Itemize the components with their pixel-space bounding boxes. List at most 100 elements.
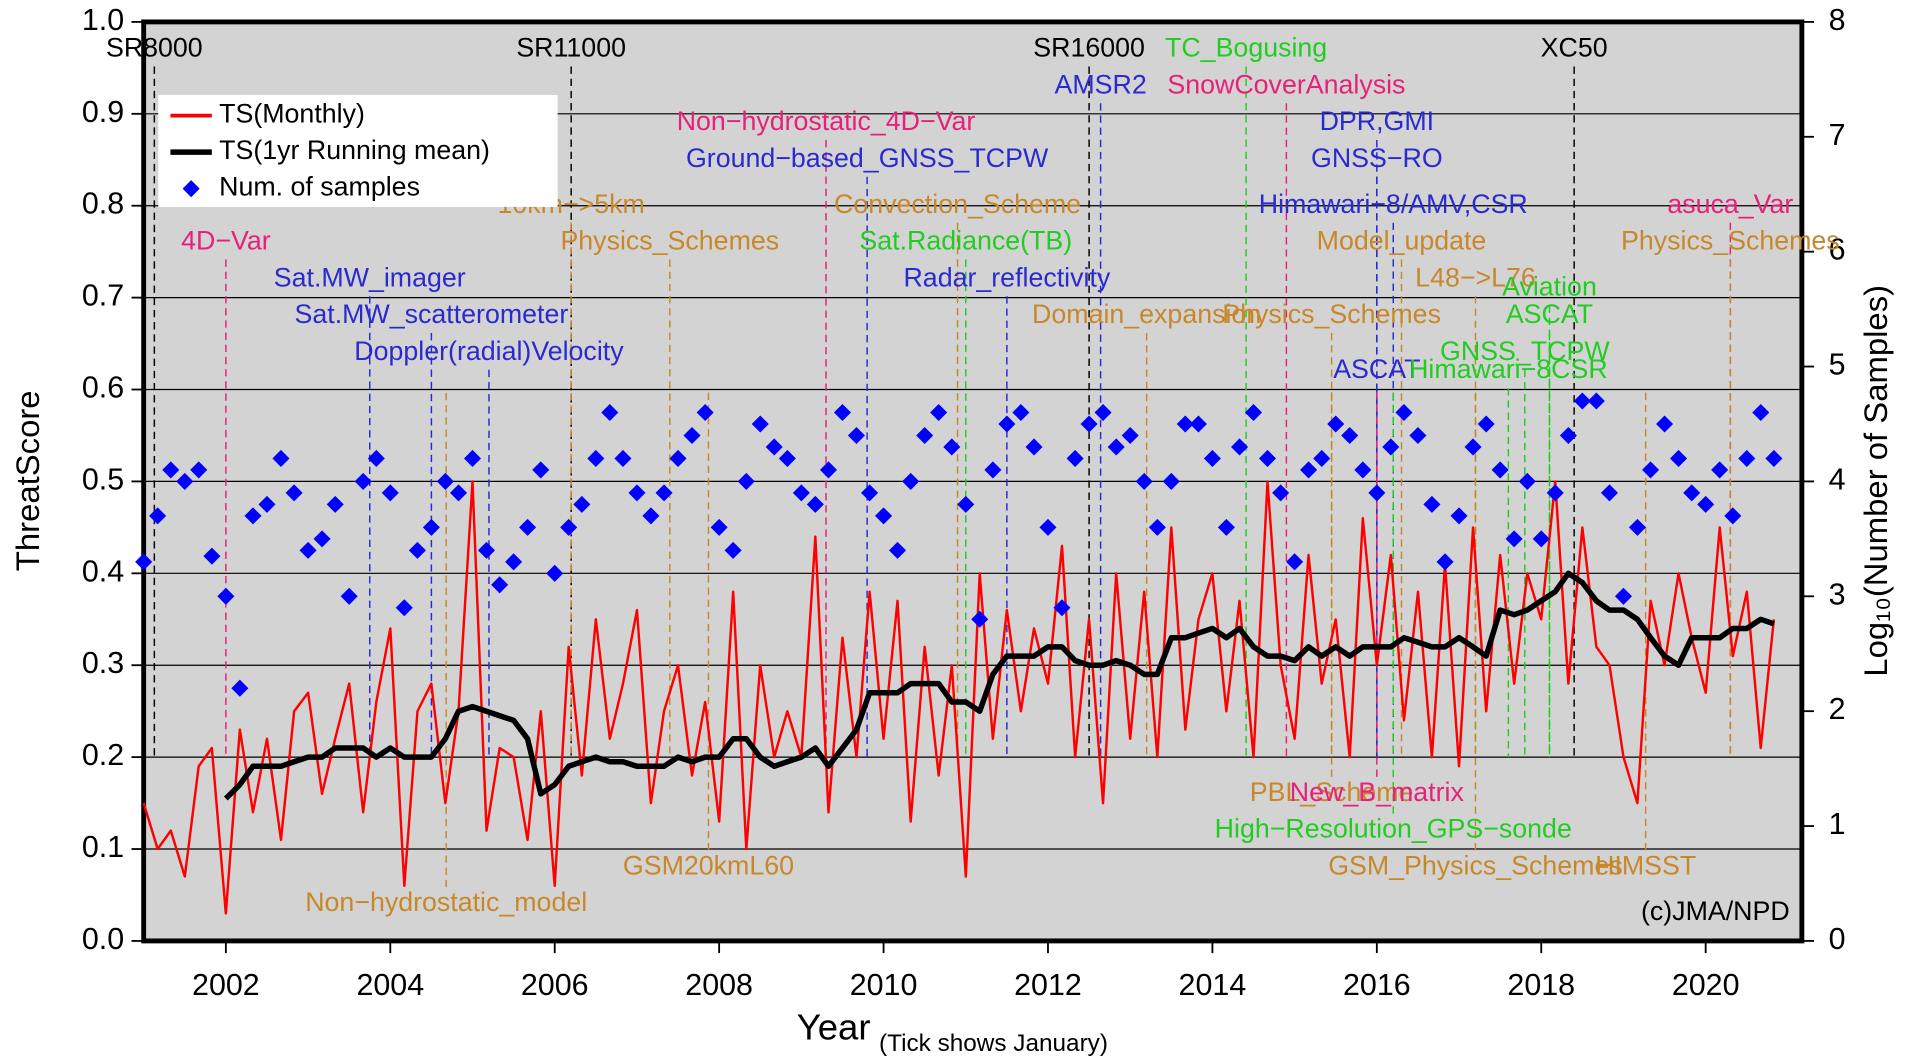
sample-marker (326, 495, 344, 513)
legend-box (158, 94, 558, 207)
sample-marker (847, 426, 865, 444)
y-axis-label: ThreatScore (9, 390, 46, 571)
annotation-label: HIMSST (1595, 850, 1696, 880)
annotation-label: High−Resolution_GPS−sonde (1215, 814, 1572, 844)
legend-label: TS(1yr Running mean) (219, 135, 490, 165)
sample-marker (806, 495, 824, 513)
annotation-label: Doppler(radial)Velocity (354, 336, 624, 366)
annotation-label: AMSR2 (1054, 69, 1146, 99)
sample-marker (1477, 415, 1495, 433)
sample-marker (943, 438, 961, 456)
sample-marker (408, 541, 426, 559)
annotation-label: ASCAT (1506, 299, 1593, 329)
series-line (223, 570, 1775, 801)
sample-marker (601, 403, 619, 422)
sample-marker (971, 610, 989, 628)
sample-marker (984, 461, 1002, 479)
x-axis-note: (Tick shows January) (879, 1030, 1108, 1057)
sample-marker (1272, 484, 1290, 502)
annotation-label: Convection_Scheme (834, 189, 1081, 219)
sample-marker (367, 449, 385, 467)
sample-marker (1135, 472, 1153, 490)
annotation-label: SR16000 (1033, 33, 1145, 63)
legend-label: TS(Monthly) (219, 99, 365, 129)
sample-marker (1559, 426, 1577, 444)
sample-marker (642, 507, 660, 525)
annotation-label: 4D−Var (181, 226, 271, 256)
sample-marker (778, 449, 796, 467)
x-tick-label: 2012 (1014, 968, 1082, 1002)
sample-marker (340, 587, 358, 605)
sample-marker (299, 541, 317, 559)
sample-marker (381, 484, 399, 502)
sample-marker (1628, 518, 1646, 536)
sample-marker (258, 495, 276, 513)
x-tick-label: 2020 (1672, 968, 1740, 1002)
x-tick-label: 2008 (685, 968, 753, 1002)
sample-marker (422, 518, 440, 536)
sample-marker (765, 438, 783, 456)
sample-marker (655, 484, 673, 502)
sample-marker (1491, 461, 1509, 479)
annotation-label: TC_Bogusing (1165, 33, 1327, 63)
sample-marker (532, 461, 550, 479)
annotation-label: GNSS−RO (1311, 143, 1443, 173)
sample-marker (135, 553, 153, 571)
sample-marker (669, 449, 687, 467)
annotation-label: asuca_Var (1667, 189, 1793, 219)
sample-marker (614, 449, 632, 467)
sample-marker (737, 472, 755, 490)
sample-marker (1724, 507, 1742, 525)
sample-marker (1053, 599, 1071, 617)
sample-marker (724, 541, 742, 559)
x-axis-label: Year (797, 1006, 871, 1047)
sample-marker (1341, 426, 1359, 444)
sample-marker (560, 518, 578, 536)
sample-marker (217, 587, 235, 605)
sample-marker (710, 518, 728, 536)
sample-marker (902, 472, 920, 490)
x-tick-label: 2016 (1343, 968, 1411, 1002)
sample-marker (395, 599, 413, 617)
sample-marker (285, 484, 303, 502)
sample-marker (889, 541, 907, 559)
sample-marker (1231, 438, 1249, 456)
sample-marker (176, 472, 194, 490)
sample-marker (244, 507, 262, 525)
sample-marker (1066, 449, 1084, 467)
annotation-label: Himawari−8/AMV,CSR (1259, 189, 1528, 219)
annotation-label: DPR,GMI (1320, 106, 1435, 136)
sample-marker (1573, 392, 1591, 410)
sample-marker (683, 426, 701, 444)
sample-marker (1711, 461, 1729, 479)
series-line (142, 480, 1776, 915)
sample-marker (916, 426, 934, 444)
x-tick-label: 2014 (1179, 968, 1247, 1002)
sample-marker (149, 507, 167, 525)
y2-tick-label: 1 (1829, 807, 1846, 841)
annotation-label: Physics_Schemes (560, 226, 779, 256)
sample-marker (998, 415, 1016, 433)
annotation-label: Ground−based_GNSS_TCPW (686, 143, 1049, 173)
y-tick-label: 0.6 (82, 371, 124, 405)
sample-marker (833, 403, 851, 422)
y-tick-label: 0.3 (82, 646, 124, 680)
annotation-label: New_B_matrix (1290, 777, 1465, 807)
sample-marker (1395, 403, 1413, 422)
annotation-label: L48−>L76 (1415, 262, 1536, 292)
annotation-label: SR11000 (516, 33, 626, 63)
credit: (c)JMA/NPD (1641, 896, 1790, 926)
sample-marker (1148, 518, 1166, 536)
y-tick-label: 0.2 (82, 738, 124, 772)
sample-marker (573, 495, 591, 513)
sample-marker (1409, 426, 1427, 444)
sample-marker (1327, 415, 1345, 433)
annotation-label: GNSS_TCPW (1440, 336, 1610, 366)
sample-marker (1436, 553, 1454, 571)
y-tick-label: 0.1 (82, 830, 124, 864)
x-tick-label: 2010 (850, 968, 918, 1002)
sample-marker (1286, 553, 1304, 571)
sample-marker (354, 472, 372, 490)
sample-marker (1258, 449, 1277, 467)
